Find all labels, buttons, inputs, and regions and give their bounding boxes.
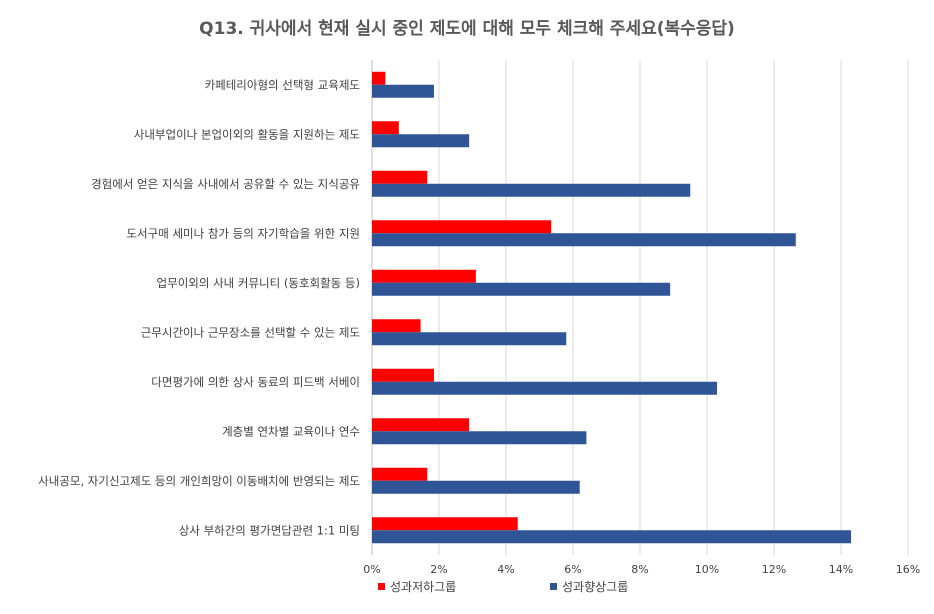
bar-series-2 — [372, 183, 691, 197]
bar-series-1 — [372, 368, 434, 382]
bar-series-2 — [372, 381, 718, 395]
category-label: 경험에서 얻은 지식을 사내에서 공유할 수 있는 지식공유 — [91, 177, 360, 191]
category-label: 도서구매 세미나 참가 등의 자기학습을 위한 지원 — [126, 226, 360, 240]
x-tick-label: 4% — [497, 563, 514, 576]
legend-label-series-2: 성과향상그룹 — [562, 580, 629, 594]
x-tick-label: 2% — [430, 563, 447, 576]
category-label: 근무시간이나 근무장소를 선택할 수 있는 제도 — [141, 325, 360, 339]
category-label: 다면평가에 의한 상사 동료의 피드백 서베이 — [151, 375, 360, 389]
bar-series-2 — [372, 84, 434, 98]
legend: 성과저하그룹 성과향상그룹 — [0, 578, 934, 598]
chart-title: Q13. 귀사에서 현재 실시 중인 제도에 대해 모두 체크해 주세요(복수응… — [199, 19, 735, 39]
bar-series-2 — [372, 332, 567, 346]
bars — [372, 71, 852, 544]
legend-swatch-series-2 — [550, 583, 557, 590]
legend-item-series-2: 성과향상그룹 — [550, 578, 628, 595]
bar-series-2 — [372, 233, 796, 247]
x-tick-label: 10% — [695, 563, 719, 576]
x-tick-label: 0% — [363, 563, 380, 576]
legend-label-series-1: 성과저하그룹 — [390, 580, 457, 594]
bar-series-1 — [372, 71, 386, 85]
x-tick-labels: 0% 2% 4% 6% 8% 10% 12% 14% 16% — [363, 563, 920, 576]
bar-series-2 — [372, 282, 671, 296]
legend-swatch-series-1 — [378, 583, 385, 590]
category-label: 상사 부하간의 평가면답관련 1:1 미팅 — [179, 523, 360, 537]
x-tick-label: 12% — [762, 563, 786, 576]
bar-series-2 — [372, 134, 470, 148]
bar-series-2 — [372, 480, 580, 494]
gridlines — [371, 60, 909, 555]
category-label: 카페테리아형의 선택형 교육제도 — [205, 78, 360, 92]
x-tick-label: 6% — [564, 563, 581, 576]
bar-series-1 — [372, 418, 470, 432]
legend-item-series-1: 성과저하그룹 — [378, 578, 456, 595]
x-tick-label: 8% — [631, 563, 648, 576]
bar-series-1 — [372, 319, 421, 333]
category-label: 업무이외의 사내 커뮤니티 (동호회활동 등) — [157, 276, 360, 290]
bar-series-1 — [372, 220, 552, 234]
bar-series-1 — [372, 121, 399, 135]
bar-series-1 — [372, 467, 428, 481]
category-label: 계층별 연차별 교육이나 연수 — [222, 424, 360, 438]
bar-series-1 — [372, 170, 428, 184]
category-label: 사내부업이나 본업이외의 활동을 지원하는 제도 — [134, 127, 360, 141]
category-label: 사내공모, 자기신고제도 등의 개인희망이 이동배치에 반영되는 제도 — [38, 474, 360, 488]
bar-series-2 — [372, 530, 852, 544]
x-tick-label: 16% — [896, 563, 920, 576]
x-tick-label: 14% — [829, 563, 853, 576]
bar-series-1 — [372, 517, 518, 531]
bar-series-2 — [372, 431, 587, 445]
bar-series-1 — [372, 269, 476, 283]
